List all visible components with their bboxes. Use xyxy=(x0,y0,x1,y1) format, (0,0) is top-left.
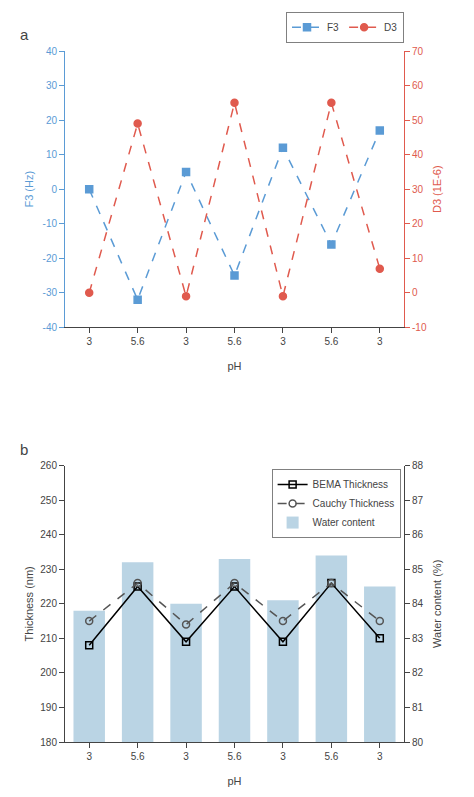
svg-text:F3 (Hz): F3 (Hz) xyxy=(23,171,35,208)
svg-text:87: 87 xyxy=(412,495,424,506)
svg-text:10: 10 xyxy=(46,149,58,160)
svg-text:-10: -10 xyxy=(43,218,58,229)
svg-text:D3 (1E-6): D3 (1E-6) xyxy=(432,165,444,213)
svg-text:-10: -10 xyxy=(412,322,427,333)
svg-text:3: 3 xyxy=(280,336,286,347)
svg-text:200: 200 xyxy=(40,667,57,678)
svg-text:83: 83 xyxy=(412,633,424,644)
svg-text:60: 60 xyxy=(412,80,424,91)
svg-text:5.6: 5.6 xyxy=(324,751,338,762)
svg-text:D3: D3 xyxy=(384,22,397,33)
svg-text:0: 0 xyxy=(51,184,57,195)
svg-text:40: 40 xyxy=(46,46,58,57)
svg-text:5.6: 5.6 xyxy=(228,336,242,347)
svg-text:240: 240 xyxy=(40,529,57,540)
svg-text:84: 84 xyxy=(412,598,424,609)
svg-text:3: 3 xyxy=(280,751,286,762)
svg-text:5.6: 5.6 xyxy=(228,751,242,762)
svg-text:pH: pH xyxy=(227,360,241,372)
svg-text:Thickness (nm): Thickness (nm) xyxy=(23,566,35,641)
svg-text:250: 250 xyxy=(40,495,57,506)
svg-text:b: b xyxy=(20,441,28,458)
svg-text:3: 3 xyxy=(377,751,383,762)
svg-text:BEMA Thickness: BEMA Thickness xyxy=(313,479,388,490)
svg-text:5.6: 5.6 xyxy=(131,336,145,347)
svg-text:210: 210 xyxy=(40,633,57,644)
svg-text:20: 20 xyxy=(46,115,58,126)
svg-text:180: 180 xyxy=(40,737,57,748)
svg-text:3: 3 xyxy=(377,336,383,347)
svg-text:70: 70 xyxy=(412,46,424,57)
svg-text:Water content (%): Water content (%) xyxy=(432,560,444,648)
svg-text:F3: F3 xyxy=(327,22,339,33)
svg-text:30: 30 xyxy=(46,80,58,91)
svg-text:220: 220 xyxy=(40,598,57,609)
svg-text:190: 190 xyxy=(40,702,57,713)
svg-text:Cauchy Thickness: Cauchy Thickness xyxy=(313,498,395,509)
svg-text:-30: -30 xyxy=(43,287,58,298)
svg-text:20: 20 xyxy=(412,218,424,229)
svg-text:82: 82 xyxy=(412,667,424,678)
svg-text:86: 86 xyxy=(412,529,424,540)
svg-text:0: 0 xyxy=(412,287,418,298)
svg-text:Water content: Water content xyxy=(313,517,375,528)
svg-text:85: 85 xyxy=(412,564,424,575)
svg-text:80: 80 xyxy=(412,737,424,748)
svg-text:3: 3 xyxy=(86,751,92,762)
svg-text:-40: -40 xyxy=(43,322,58,333)
svg-text:81: 81 xyxy=(412,702,424,713)
svg-text:3: 3 xyxy=(183,336,189,347)
svg-text:30: 30 xyxy=(412,184,424,195)
svg-text:10: 10 xyxy=(412,253,424,264)
svg-text:-20: -20 xyxy=(43,253,58,264)
svg-text:50: 50 xyxy=(412,115,424,126)
svg-text:3: 3 xyxy=(183,751,189,762)
svg-text:230: 230 xyxy=(40,564,57,575)
svg-text:pH: pH xyxy=(227,775,241,787)
svg-text:a: a xyxy=(20,26,29,43)
svg-text:5.6: 5.6 xyxy=(324,336,338,347)
svg-text:3: 3 xyxy=(86,336,92,347)
svg-text:88: 88 xyxy=(412,460,424,471)
svg-text:260: 260 xyxy=(40,460,57,471)
svg-text:5.6: 5.6 xyxy=(131,751,145,762)
svg-text:40: 40 xyxy=(412,149,424,160)
